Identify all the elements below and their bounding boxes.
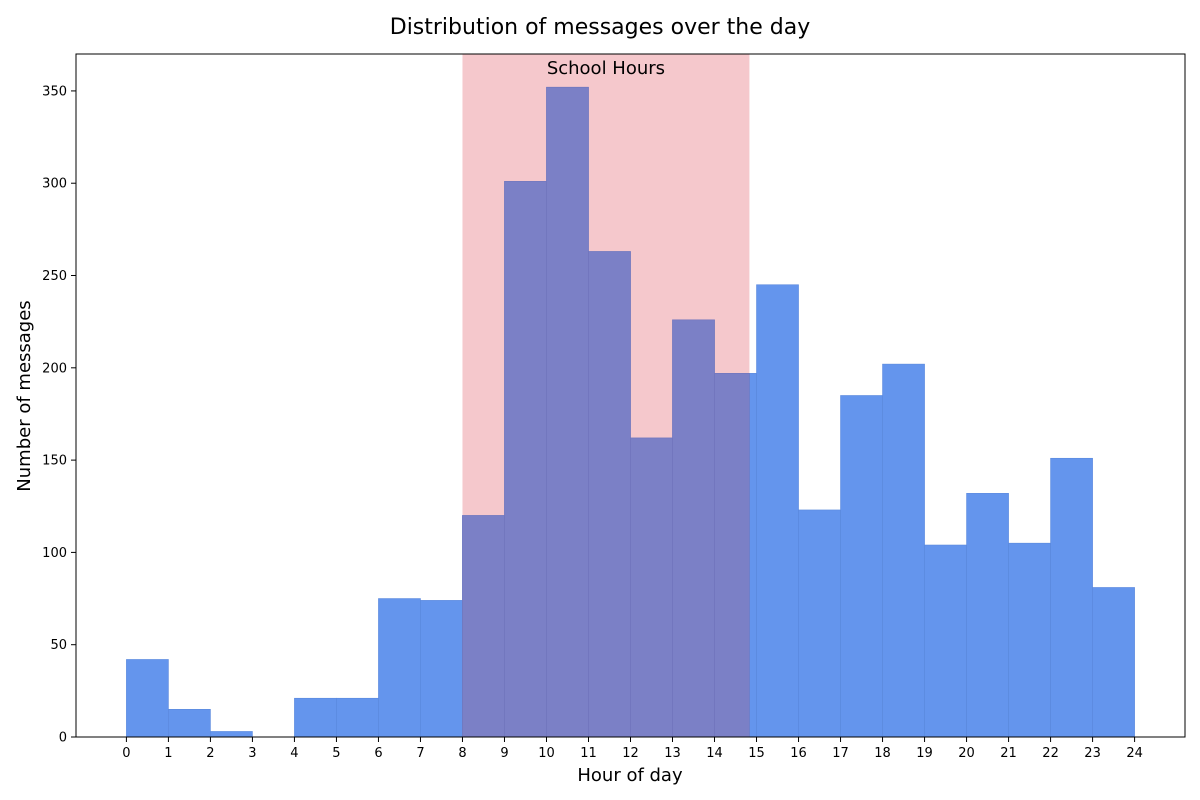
x-tick-label-18: 18 (874, 746, 891, 761)
x-tick-label-11: 11 (580, 746, 597, 761)
x-tick-label-10: 10 (538, 746, 555, 761)
bar-hour-16 (798, 509, 841, 738)
x-tick-label-6: 6 (374, 746, 382, 761)
x-tick-label-20: 20 (958, 746, 975, 761)
y-tick-label-350: 350 (42, 84, 67, 99)
x-tick-label-4: 4 (290, 746, 298, 761)
x-tick-label-2: 2 (206, 746, 214, 761)
x-tick-label-1: 1 (164, 746, 172, 761)
bar-hour-12-school-tint (630, 437, 673, 738)
x-tick-label-3: 3 (248, 746, 256, 761)
bar-hour-18 (882, 363, 925, 738)
x-tick-label-24: 24 (1126, 746, 1143, 761)
x-tick-label-16: 16 (790, 746, 807, 761)
y-tick-label-250: 250 (42, 269, 67, 284)
bar-hour-20 (966, 493, 1009, 738)
x-tick-label-15: 15 (748, 746, 765, 761)
y-tick-label-100: 100 (42, 546, 67, 561)
y-tick-label-300: 300 (42, 177, 67, 192)
y-tick-label-200: 200 (42, 361, 67, 376)
bar-hour-6 (378, 598, 421, 738)
x-tick-label-14: 14 (706, 746, 723, 761)
bar-hour-1 (168, 709, 211, 738)
y-tick-label-0: 0 (59, 731, 67, 746)
x-tick-label-12: 12 (622, 746, 639, 761)
bar-hour-4 (294, 697, 337, 738)
x-tick-label-8: 8 (458, 746, 466, 761)
bar-hour-15 (756, 284, 799, 738)
x-tick-label-5: 5 (332, 746, 340, 761)
x-axis-label: Hour of day (577, 765, 683, 786)
bar-hour-9-school-tint (504, 181, 547, 738)
bar-hour-19 (924, 544, 967, 738)
x-tick-label-9: 9 (500, 746, 508, 761)
bar-hour-21 (1008, 542, 1051, 738)
x-tick-label-17: 17 (832, 746, 849, 761)
bar-hour-14-school-tint (714, 373, 750, 738)
bar-hour-23 (1092, 587, 1135, 738)
bar-hour-0 (126, 659, 169, 738)
x-tick-label-23: 23 (1084, 746, 1101, 761)
chart-title: Distribution of messages over the day (390, 15, 810, 40)
bar-hour-8-school-tint (462, 515, 505, 738)
bar-hour-2 (210, 731, 253, 738)
school-hours-label: School Hours (547, 58, 665, 79)
bar-hour-11-school-tint (588, 251, 631, 738)
x-tick-label-13: 13 (664, 746, 681, 761)
bar-hour-22 (1050, 457, 1093, 738)
bar-hour-5 (336, 697, 379, 738)
bar-hour-13-school-tint (672, 319, 715, 738)
bar-hour-17 (840, 395, 883, 738)
x-tick-label-7: 7 (416, 746, 424, 761)
x-tick-label-21: 21 (1000, 746, 1017, 761)
x-tick-label-19: 19 (916, 746, 933, 761)
y-tick-label-50: 50 (50, 638, 67, 653)
x-tick-label-0: 0 (122, 746, 130, 761)
y-axis-label: Number of messages (14, 300, 35, 491)
bar-hour-7 (420, 600, 463, 738)
y-tick-label-150: 150 (42, 454, 67, 469)
bar-hour-10-school-tint (546, 86, 589, 738)
x-tick-label-22: 22 (1042, 746, 1059, 761)
